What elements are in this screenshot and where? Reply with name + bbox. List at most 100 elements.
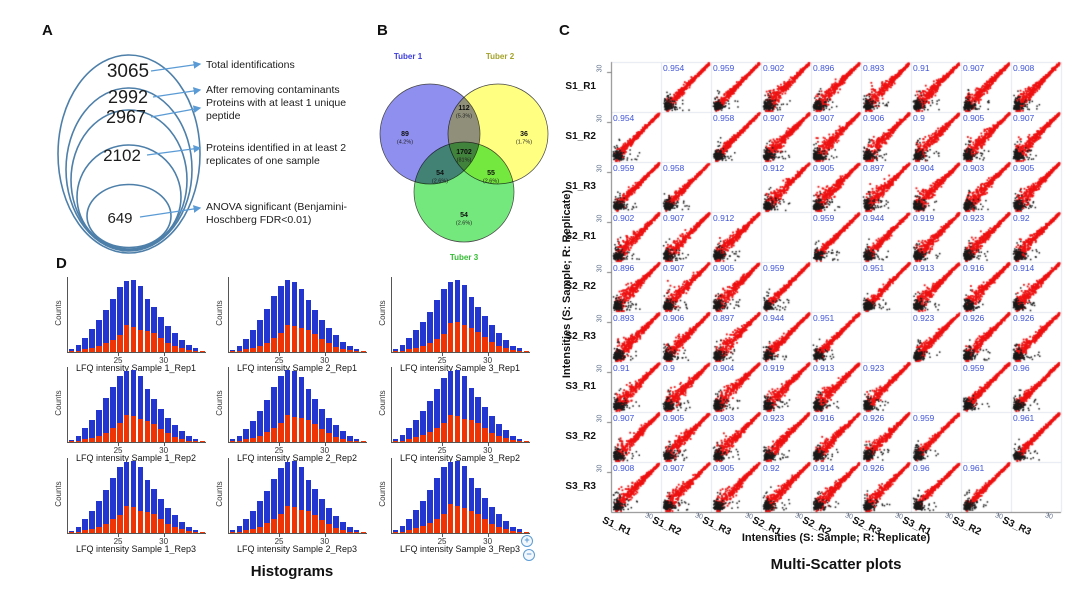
histogram-bar-subset [461, 507, 468, 533]
venn-percent-t1t3: (2.6%) [432, 179, 448, 185]
histogram-bar-subset [96, 526, 102, 533]
correlation-value: 0.91 [613, 362, 630, 373]
histogram-bar-subset [264, 342, 270, 352]
histogram-bar-subset [243, 530, 250, 533]
histogram-bar-subset [468, 420, 475, 442]
histogram-bar-subset [103, 343, 109, 352]
histogram-bar-total [236, 435, 243, 442]
histogram-bar-total [447, 371, 454, 442]
correlation-value: 0.908 [613, 462, 635, 473]
histogram-tick-label: 30 [483, 356, 493, 365]
histogram-bar-subset [509, 349, 516, 352]
histogram-bar-subset [447, 504, 454, 533]
histogram-bar-total [284, 280, 291, 352]
histogram-plot [67, 458, 206, 534]
correlation-value: 0.959 [613, 162, 635, 173]
histogram-bar-total [172, 333, 178, 352]
histogram-bar-subset [172, 527, 178, 533]
correlation-value: 0.907 [663, 462, 685, 473]
scatter-row-label: S3_R3 [565, 481, 596, 492]
panel-b-letter: B [377, 22, 388, 39]
correlation-value: 0.923 [863, 362, 885, 373]
histogram-bar-subset [82, 439, 89, 442]
histogram-bar-subset [406, 439, 413, 442]
histogram-plot [67, 367, 206, 443]
correlation-value: 0.92 [763, 462, 780, 473]
correlation-value: 0.907 [763, 112, 785, 123]
histogram-bar-subset [130, 416, 137, 442]
histogram-bar-total [461, 285, 468, 352]
correlation-value: 0.902 [613, 212, 635, 223]
counts-axis-label: Counts [215, 300, 224, 326]
histogram-bar-total [110, 478, 116, 533]
histogram-bar-subset [243, 349, 250, 352]
histogram-bar-subset [482, 518, 488, 533]
histogram-bar-total [440, 377, 447, 442]
histogram-bar-total [516, 529, 523, 533]
histogram-bar-total [130, 280, 137, 352]
correlation-value: 0.926 [1013, 312, 1035, 323]
histogram-bar-total [440, 288, 447, 352]
histogram-bar-subset [346, 531, 353, 533]
histogram-bar-subset [392, 351, 399, 352]
histogram-bar-total [406, 518, 413, 533]
histogram-bar-total [503, 521, 509, 533]
histogram-bar-total [392, 349, 399, 352]
scatter-y-tick-label: 30 [596, 264, 604, 273]
panel-a-letter: A [42, 22, 53, 39]
histogram-bar-total [68, 530, 75, 533]
histogram-bar-total [158, 408, 164, 442]
correlation-value: 0.944 [863, 212, 885, 223]
histogram-bar-subset [523, 532, 530, 533]
histogram-tick-label: 25 [437, 356, 447, 365]
histogram-bar-subset [243, 439, 250, 442]
funnel-label-replicates: Proteins identified in at least 2 replic… [206, 142, 347, 167]
histogram-bar-subset [185, 440, 192, 442]
histogram-bar-total [298, 288, 305, 352]
histogram-x-axis-label: LFQ intensity Sample 2_Rep2 [236, 453, 358, 463]
histogram-bar-total [137, 376, 144, 442]
correlation-value: 0.926 [863, 462, 885, 473]
histogram-bar-subset [229, 351, 236, 352]
venn-circle-tuber3 [413, 141, 515, 243]
histogram-bar-subset [130, 507, 137, 533]
histogram-bar-total [144, 389, 151, 442]
histogram-bar-total [130, 461, 137, 533]
histogram-bar-subset [475, 423, 482, 442]
histogram-bar-subset [523, 351, 530, 352]
correlation-value: 0.897 [713, 312, 735, 323]
histogram-bar-subset [236, 531, 243, 533]
histogram-bar-total [346, 527, 353, 533]
histogram-bar-total [192, 348, 199, 352]
histogram-bar-total [179, 339, 185, 352]
venn-value-center: 1702 [456, 149, 472, 156]
histogram-plot [67, 277, 206, 353]
venn-percent-t2: (1.7%) [516, 140, 532, 146]
count-total: 3065 [107, 61, 149, 82]
histogram-tick-mark [324, 353, 326, 356]
histogram-bar-subset [413, 347, 419, 352]
histogram-bar-subset [447, 414, 454, 442]
correlation-value: 0.907 [663, 262, 685, 273]
correlation-value: 0.923 [763, 412, 785, 423]
histogram-bar-total [420, 321, 426, 352]
zoom-out-icon[interactable]: − [523, 549, 535, 561]
histogram-bar-total [257, 411, 263, 442]
histogram-bar-total [298, 377, 305, 442]
venn-percent-t3: (2.6%) [456, 221, 472, 227]
correlation-value: 0.961 [963, 462, 985, 473]
venn-percent-t1t2: (5.3%) [456, 114, 472, 120]
correlation-value: 0.954 [663, 62, 685, 73]
histogram-bar-total [440, 467, 447, 533]
histogram-bar-subset [346, 440, 353, 442]
histogram-bar-total [461, 466, 468, 533]
histogram-bar-total [116, 287, 123, 352]
histogram-bar-total [179, 431, 185, 442]
histogram-bar-subset [264, 431, 270, 442]
histogram-bar-subset [96, 435, 102, 442]
zoom-in-icon[interactable]: + [521, 535, 533, 547]
histogram-bar-total [516, 348, 523, 352]
histogram-bar-subset [110, 519, 116, 533]
histogram-bar-total [482, 406, 488, 442]
